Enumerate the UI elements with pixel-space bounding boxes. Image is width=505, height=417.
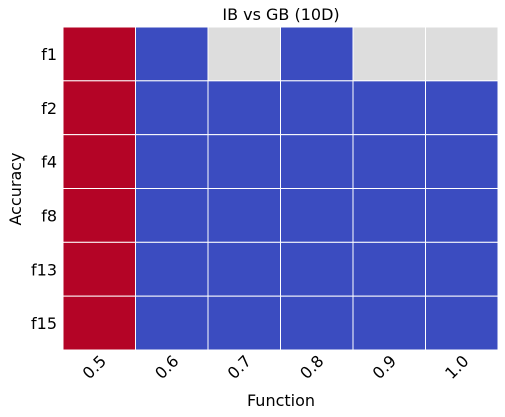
heatmap-cells bbox=[62, 26, 499, 351]
heatmap-cell bbox=[62, 241, 136, 297]
y-tick-labels: f1 f2 f4 f8 f13 f15 bbox=[31, 45, 57, 333]
y-axis-label: Accuracy bbox=[6, 152, 25, 225]
heatmap-cell bbox=[135, 134, 209, 190]
heatmap-cell bbox=[135, 188, 209, 243]
y-tick-label: f1 bbox=[41, 45, 57, 64]
heatmap-cell bbox=[207, 26, 281, 82]
x-tick-labels: 0.5 0.6 0.7 0.8 0.9 1.0 bbox=[79, 351, 473, 382]
heatmap-cell bbox=[425, 241, 499, 297]
heatmap-cell bbox=[352, 80, 426, 136]
heatmap-cell bbox=[207, 80, 281, 136]
x-tick-label: 0.6 bbox=[151, 351, 182, 382]
heatmap-cell bbox=[425, 134, 499, 190]
heatmap-cell bbox=[207, 295, 281, 351]
heatmap-cell bbox=[207, 241, 281, 297]
heatmap-cell bbox=[62, 134, 136, 190]
heatmap-cell bbox=[62, 80, 136, 136]
chart-title: IB vs GB (10D) bbox=[222, 5, 339, 24]
x-tick-label: 0.8 bbox=[296, 351, 327, 382]
heatmap-cell bbox=[352, 134, 426, 190]
heatmap-cell bbox=[135, 80, 209, 136]
heatmap-cell bbox=[280, 80, 354, 136]
heatmap-cell bbox=[352, 26, 426, 82]
heatmap-cell bbox=[425, 80, 499, 136]
x-tick-label: 1.0 bbox=[441, 351, 472, 382]
heatmap-cell bbox=[135, 295, 209, 351]
heatmap-cell bbox=[280, 188, 354, 243]
heatmap-cell bbox=[352, 295, 426, 351]
heatmap-cell bbox=[280, 295, 354, 351]
heatmap-cell bbox=[62, 26, 136, 82]
heatmap-cell bbox=[280, 134, 354, 190]
heatmap-cell bbox=[425, 295, 499, 351]
heatmap-cell bbox=[135, 26, 209, 82]
heatmap-cell bbox=[425, 26, 499, 82]
heatmap-cell bbox=[207, 188, 281, 243]
x-axis-label: Function bbox=[247, 391, 315, 410]
y-tick-label: f8 bbox=[41, 206, 57, 225]
heatmap-cell bbox=[280, 241, 354, 297]
heatmap-cell bbox=[62, 295, 136, 351]
y-tick-label: f13 bbox=[31, 260, 57, 279]
x-tick-label: 0.5 bbox=[79, 351, 110, 382]
y-tick-label: f15 bbox=[31, 314, 57, 333]
x-tick-label: 0.9 bbox=[369, 351, 400, 382]
heatmap-cell bbox=[352, 188, 426, 243]
heatmap-cell bbox=[352, 241, 426, 297]
heatmap-cell bbox=[207, 134, 281, 190]
y-tick-label: f2 bbox=[41, 99, 57, 118]
x-tick-label: 0.7 bbox=[224, 351, 255, 382]
heatmap-cell bbox=[62, 188, 136, 243]
heatmap-cell bbox=[425, 188, 499, 243]
heatmap-cell bbox=[135, 241, 209, 297]
y-tick-label: f4 bbox=[41, 153, 57, 172]
heatmap-cell bbox=[280, 26, 354, 82]
